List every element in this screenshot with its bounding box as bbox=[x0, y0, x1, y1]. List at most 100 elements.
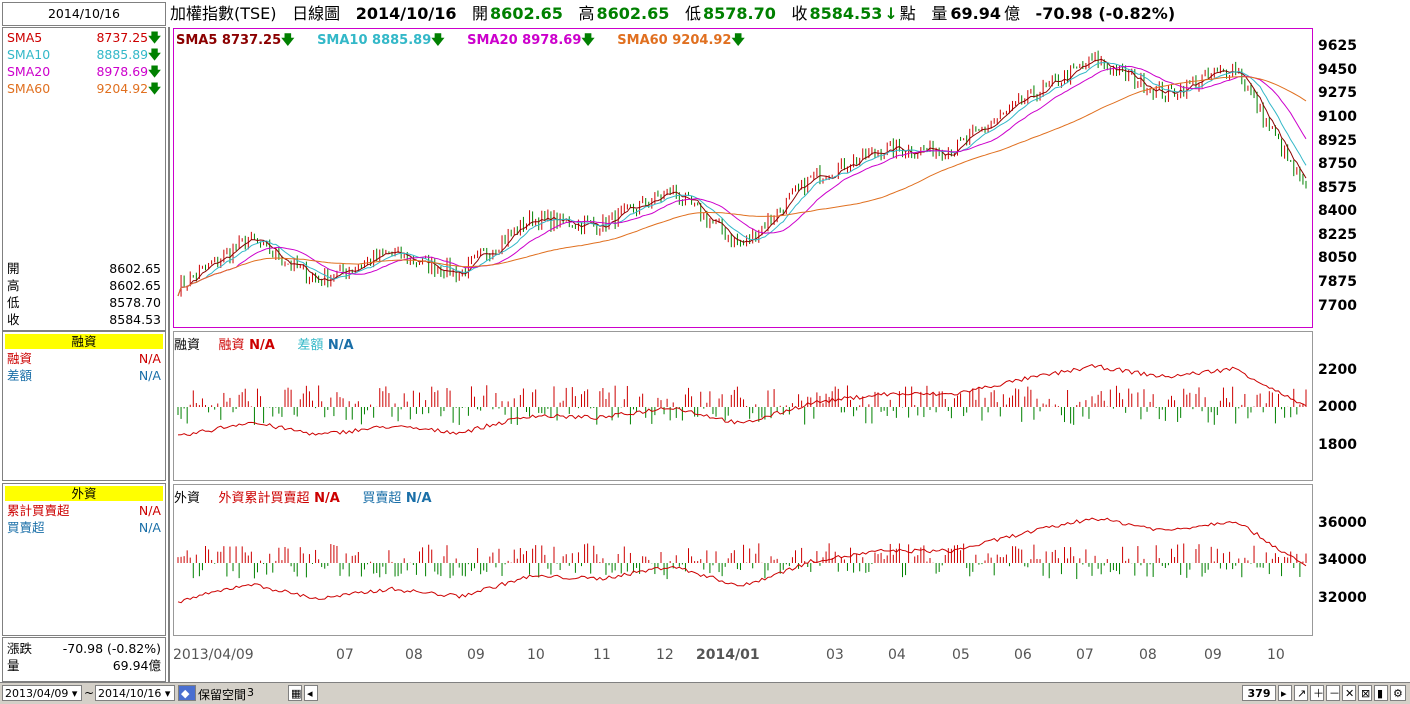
foreign-info-box: 外資 累計買賣超 N/A 買賣超 N/A bbox=[2, 483, 166, 636]
date-box: 2014/10/16 bbox=[2, 2, 166, 26]
foreign-line bbox=[177, 517, 1307, 604]
info-panel: 2014/10/16 SMA5 8737.25🡇 SMA10 8885.89🡇 … bbox=[0, 0, 170, 682]
margin-chart-panel[interactable]: 融資 融資 N/A 差額 N/A bbox=[173, 331, 1313, 481]
margin-axis: 2200 2000 1800 bbox=[1318, 362, 1406, 472]
x-tick: 09 bbox=[467, 647, 485, 663]
close-value: 8584.53 bbox=[809, 4, 883, 23]
low-value: 8578.70 bbox=[702, 4, 776, 23]
price-tick: 8225 bbox=[1318, 227, 1357, 243]
close-row: 收 8584.53 bbox=[7, 312, 161, 327]
x-tick: 06 bbox=[1014, 647, 1032, 663]
tilde: ~ bbox=[84, 686, 95, 700]
sma20-value: 8978.69🡇 bbox=[96, 64, 161, 79]
grid-icon[interactable]: ▦ bbox=[288, 685, 302, 701]
price-info-box: SMA5 8737.25🡇 SMA10 8885.89🡇 SMA20 8978.… bbox=[2, 27, 166, 331]
price-chart-panel[interactable]: SMA5 8737.25🡇 SMA10 8885.89🡇 SMA20 8978.… bbox=[173, 28, 1313, 328]
sma5-line bbox=[177, 58, 1307, 297]
sma60-row: SMA60 9204.92🡇 bbox=[7, 80, 161, 97]
x-tick: 08 bbox=[1139, 647, 1157, 663]
low-row: 低 8578.70 bbox=[7, 295, 161, 310]
price-tick: 8400 bbox=[1318, 203, 1357, 219]
close-label: 收 bbox=[791, 4, 808, 23]
high-label: 高 bbox=[578, 4, 595, 23]
x-axis: 2013/04/09 07 08 09 10 11 12 2014/01 03 … bbox=[170, 640, 1410, 666]
price-tick: 7875 bbox=[1318, 274, 1357, 290]
query-icon[interactable]: ◆ bbox=[178, 685, 196, 701]
fit-icon[interactable]: ⊠ bbox=[1358, 685, 1372, 701]
price-chart bbox=[177, 50, 1307, 297]
price-tick: 8050 bbox=[1318, 250, 1357, 266]
x-tick: 12 bbox=[656, 647, 674, 663]
x-tick: 10 bbox=[527, 647, 545, 663]
sma10-line bbox=[177, 62, 1307, 297]
change-row: 漲跌 -70.98 (-0.82%) bbox=[7, 641, 161, 656]
price-tick: 9275 bbox=[1318, 85, 1357, 101]
x-tick: 10 bbox=[1267, 647, 1285, 663]
change-value: -70.98 (-0.82%) bbox=[1035, 4, 1176, 23]
scroll-left-icon[interactable]: ◂ bbox=[304, 685, 318, 701]
settings-icon[interactable]: ⚙ bbox=[1390, 685, 1406, 701]
foreign-title: 外資 bbox=[5, 486, 163, 501]
sma10-value: 8885.89🡇 bbox=[96, 47, 161, 62]
price-axis: 9625 9450 9275 9100 8925 8750 8575 8400 … bbox=[1318, 38, 1406, 328]
down-arrow-icon: ↓ bbox=[884, 4, 898, 23]
volume-value: 69.94 bbox=[950, 4, 1001, 23]
price-legend: SMA5 8737.25🡇 SMA10 8885.89🡇 SMA20 8978.… bbox=[176, 33, 745, 48]
sma10-label: SMA10 bbox=[7, 47, 51, 62]
legend-sma5: SMA5 8737.25 bbox=[176, 33, 282, 48]
zoom-in-icon[interactable]: ＋ bbox=[1310, 685, 1324, 701]
end-date-select[interactable]: 2014/10/16 ▾ bbox=[95, 685, 175, 701]
start-date-select[interactable]: 2013/04/09 ▾ bbox=[2, 685, 82, 701]
sma5-value: 8737.25🡇 bbox=[96, 30, 161, 45]
sma60-line bbox=[177, 76, 1307, 297]
chart-type-icon[interactable]: ↗ bbox=[1294, 685, 1308, 701]
foreign-tick: 32000 bbox=[1318, 590, 1367, 606]
net-row: 買賣超 N/A bbox=[7, 520, 161, 535]
sma20-label: SMA20 bbox=[7, 64, 51, 79]
diff-row: 差額 N/A bbox=[7, 368, 161, 383]
low-label: 低 bbox=[684, 4, 701, 23]
x-tick: 2014/01 bbox=[696, 647, 760, 663]
scroll-right-icon[interactable]: ▸ bbox=[1278, 685, 1292, 701]
reserve-label: 保留空間 bbox=[198, 688, 247, 702]
sma5-row: SMA5 8737.25🡇 bbox=[7, 29, 161, 46]
margin-line bbox=[177, 364, 1307, 437]
foreign-legend: 外資 外資累計買賣超 N/A 買賣超 N/A bbox=[174, 491, 432, 506]
volume-row: 量 69.94億 bbox=[7, 658, 161, 673]
x-tick: 07 bbox=[1076, 647, 1094, 663]
x-tick: 04 bbox=[888, 647, 906, 663]
foreign-chart-panel[interactable]: 外資 外資累計買賣超 N/A 買賣超 N/A bbox=[173, 484, 1313, 636]
sma60-label: SMA60 bbox=[7, 81, 51, 96]
price-tick: 9625 bbox=[1318, 38, 1357, 54]
reserve-input[interactable]: 3 bbox=[247, 686, 254, 699]
open-value: 8602.65 bbox=[490, 4, 563, 23]
x-tick: 09 bbox=[1204, 647, 1222, 663]
quote-header: 加權指數(TSE) 日線圖 2014/10/16 開 8602.65 高 8602.… bbox=[168, 0, 1410, 27]
panel-date: 2014/10/16 bbox=[47, 6, 121, 21]
sma10-row: SMA10 8885.89🡇 bbox=[7, 46, 161, 63]
vol-label: 量 bbox=[931, 4, 948, 23]
price-tick: 7700 bbox=[1318, 298, 1357, 314]
foreign-axis: 36000 34000 32000 bbox=[1318, 515, 1406, 625]
cum-row: 累計買賣超 N/A bbox=[7, 503, 161, 518]
header-date: 2014/10/16 bbox=[355, 4, 457, 23]
margin-row: 融資 N/A bbox=[7, 351, 161, 366]
crosshair-icon[interactable]: ✕ bbox=[1342, 685, 1356, 701]
chart-type: 日線圖 bbox=[292, 4, 341, 23]
high-row: 高 8602.65 bbox=[7, 278, 161, 293]
count-box: 379 bbox=[1242, 685, 1276, 701]
legend-sma60: SMA60 9204.92 bbox=[617, 33, 732, 48]
price-tick: 8575 bbox=[1318, 180, 1357, 196]
price-tick: 8925 bbox=[1318, 133, 1357, 149]
margin-tick: 2200 bbox=[1318, 362, 1357, 378]
x-tick: 03 bbox=[826, 647, 844, 663]
zoom-out-icon[interactable]: － bbox=[1326, 685, 1340, 701]
price-tick: 9450 bbox=[1318, 62, 1357, 78]
sma60-value: 9204.92🡇 bbox=[96, 81, 161, 96]
legend-sma20: SMA20 8978.69 bbox=[467, 33, 582, 48]
margin-tick: 1800 bbox=[1318, 437, 1357, 453]
bar-chart-icon[interactable]: ▮ bbox=[1374, 685, 1388, 701]
index-name: 加權指數(TSE) bbox=[170, 4, 277, 23]
margin-info-box: 融資 融資 N/A 差額 N/A bbox=[2, 331, 166, 481]
vol-unit: 億 bbox=[1003, 4, 1020, 23]
